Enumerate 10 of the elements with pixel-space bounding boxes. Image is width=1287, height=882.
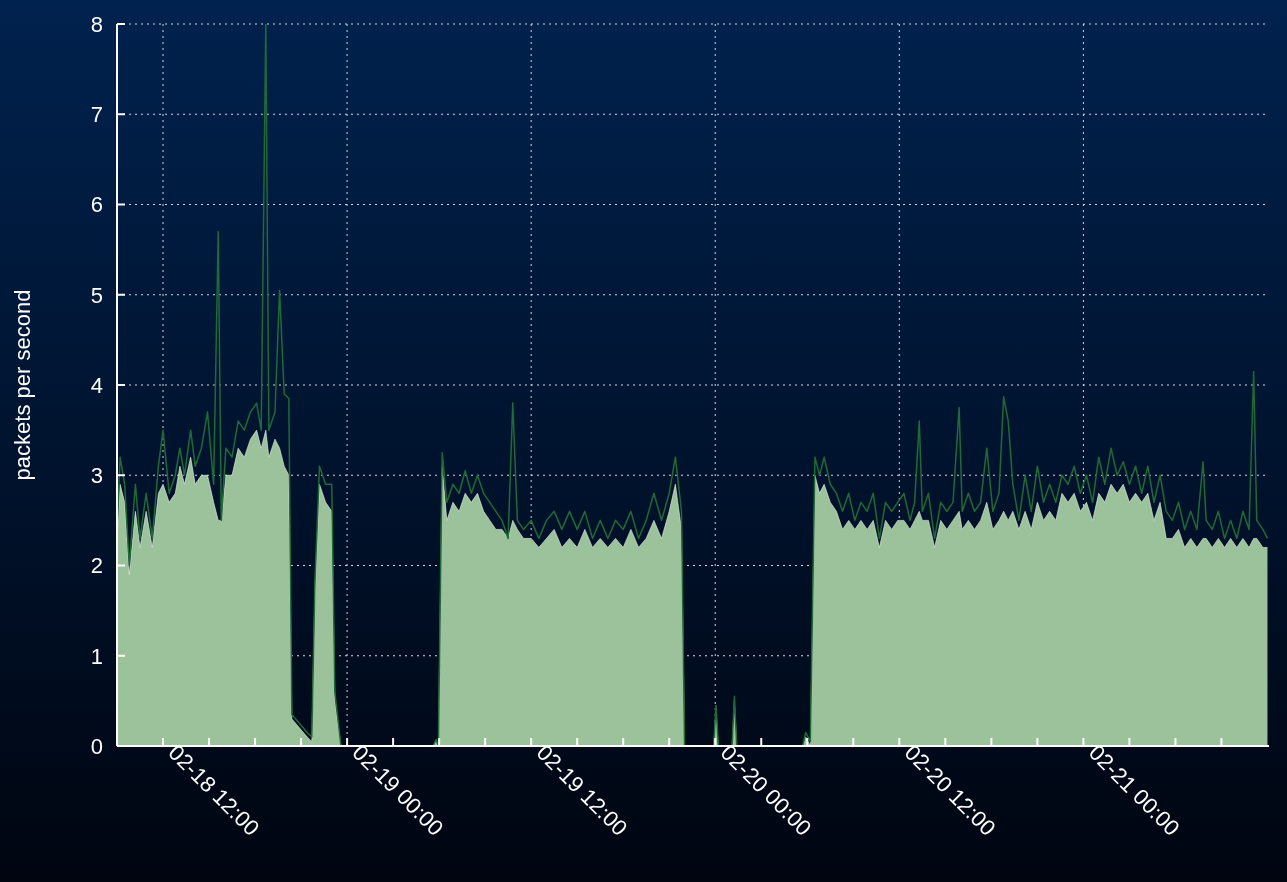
y-tick-label: 3: [90, 463, 103, 489]
y-tick-label: 8: [90, 11, 103, 37]
y-tick-label: 0: [90, 733, 103, 759]
y-tick-label: 1: [90, 643, 103, 669]
y-tick-label: 6: [90, 192, 103, 218]
y-tick-label: 5: [90, 282, 103, 308]
y-tick-label: 7: [90, 102, 103, 128]
y-tick-label: 4: [90, 372, 103, 398]
y-tick-label: 2: [90, 553, 103, 579]
y-axis-title: packets per second: [9, 289, 35, 481]
